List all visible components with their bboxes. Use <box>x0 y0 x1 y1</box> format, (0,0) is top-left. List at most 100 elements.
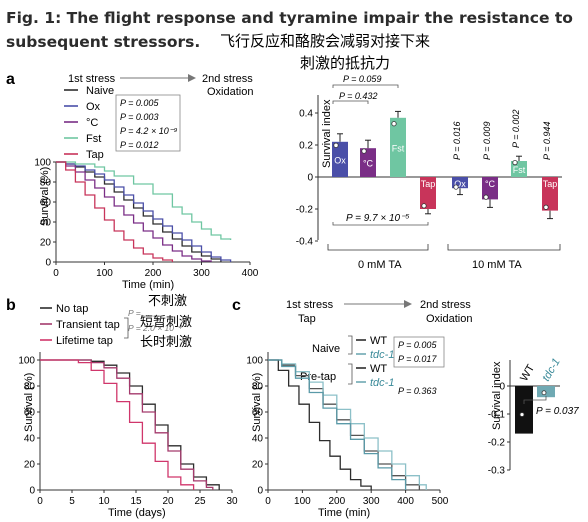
bar-dot-7 <box>543 204 549 210</box>
panel-c-bar-ticks: 0 -0.1 -0.2 -0.3 <box>488 382 510 477</box>
panel-a-ytick-label: 100 <box>34 158 51 169</box>
p-c: P = 0.003 <box>120 112 158 122</box>
panel-c-xtick-label: 400 <box>397 496 414 507</box>
panel-c-p1: P = 0.005 <box>398 340 437 350</box>
bracket-p-059 <box>332 84 399 88</box>
panel-a-ylabel: Survival (%) <box>39 167 51 226</box>
p-fst: P = 4.2 × 10⁻⁹ <box>120 126 177 136</box>
panel-c-tdc2: tdc-1 <box>370 377 394 389</box>
curve-ox <box>56 161 232 262</box>
panel-b-ytick-label: 20 <box>24 460 36 471</box>
panel-b-curve-1 <box>40 359 214 490</box>
stress2-label: 2nd stress <box>202 73 253 85</box>
panel-c-stress1-tap: Tap <box>298 313 316 325</box>
panel-a-bar-ytick-label: -0.4 <box>296 237 314 248</box>
panel-a: a 1st stress 2nd stress Oxidation Naive … <box>6 71 259 291</box>
panel-b-xlabel: Time (days) <box>108 507 166 519</box>
panel-c-xlabel: Time (min) <box>318 507 370 519</box>
panel-c-bar-tdc-label: tdc-1 <box>540 356 563 383</box>
panel-c-bar-0 <box>515 386 533 434</box>
panel-a-ytick-label: 40 <box>40 218 52 229</box>
legend-cn-notap: 不刺激 <box>148 293 187 308</box>
panel-a-xtick-label: 200 <box>145 268 162 279</box>
panel-c-xtick-label: 0 <box>265 496 271 507</box>
bar-10mm-4 <box>452 177 468 189</box>
panel-b-xtick-label: 10 <box>98 496 110 507</box>
panel-a-xtick-label: 300 <box>193 268 210 279</box>
panel-c-p-box <box>393 336 445 368</box>
panel-a-legend: Naive Ox °C Fst Tap P = 0.005 P = 0.003 … <box>64 85 181 161</box>
panel-c-stress2-oxidation: Oxidation <box>426 313 472 325</box>
panel-c-curve-1 <box>268 359 427 490</box>
panel-c-ytick-label: 40 <box>252 434 264 445</box>
panel-c-wt2: WT <box>370 363 387 375</box>
panel-a-ytick-label: 60 <box>40 198 52 209</box>
group-0mm-bracket <box>327 244 429 251</box>
chinese-title-line1: 飞行反应和酪胺会减弱对接下来 <box>220 32 431 50</box>
panel-c-pretap: Pre-tap <box>300 371 336 383</box>
bar-label-7: Tap <box>543 179 558 189</box>
p-vert-2: P = 0.009 <box>482 122 492 160</box>
panel-a-curves <box>56 161 232 262</box>
panel-b-xtick-label: 20 <box>162 496 174 507</box>
panel-c-xtick-label: 200 <box>328 496 345 507</box>
panel-b-ytick-label: 80 <box>24 382 36 393</box>
curve-fst <box>56 161 232 240</box>
panel-c-label: c <box>232 297 241 314</box>
bar-10mm-7 <box>542 177 558 211</box>
panel-b-curve-2 <box>40 359 195 490</box>
panel-b-p2: P = 2.0 × 10⁻⁴ <box>128 323 182 333</box>
bar-label-3: Tap <box>421 179 436 189</box>
stress2-oxidation-label: Oxidation <box>207 86 253 98</box>
legend-naive: Naive <box>86 85 114 97</box>
bar-dot-5 <box>483 194 489 200</box>
bar-label-4: Ox <box>454 179 466 189</box>
panel-c-bar-ylabel: Survival index <box>491 361 503 430</box>
bar-dot-4 <box>453 184 459 190</box>
panel-c-curve-2 <box>268 359 372 490</box>
panel-c-stress1: 1st stress <box>286 299 334 311</box>
panel-c-bar-ytick-label: 0 <box>499 382 505 393</box>
bar-label-0: Ox <box>334 155 346 165</box>
panel-b-xtick-label: 5 <box>69 496 75 507</box>
panel-c-naive-bracket <box>348 335 353 355</box>
panel-b-xtick-label: 30 <box>226 496 238 507</box>
curve-cc <box>56 161 212 262</box>
panel-c-curve-3 <box>268 359 407 490</box>
bar-label-6: Fst <box>513 165 526 175</box>
panel-a-label: a <box>6 71 15 88</box>
panel-a-xtick-label: 400 <box>242 268 259 279</box>
panel-c-bar-ytick-label: -0.1 <box>488 410 506 421</box>
bar-dot-2 <box>391 121 397 127</box>
panel-a-bar-ytick-label: 0 <box>307 173 313 184</box>
panel-c-ytick-label: 0 <box>257 486 263 497</box>
panel-b: b No tap Transient tap Lifetime tap P = … <box>6 293 238 519</box>
p-vert-1: P = 0.016 <box>452 122 462 160</box>
bracket-p-97 <box>332 222 429 226</box>
panel-a-bar-ytick-label: 0.4 <box>299 109 313 120</box>
panel-c-xtick-label: 500 <box>432 496 449 507</box>
panel-c-bar-p: P = 0.037 <box>536 406 579 417</box>
panel-c-bar-ytick-label: -0.2 <box>488 438 506 449</box>
p-vert-4: P = 0.944 <box>542 122 552 160</box>
panel-c-naive: Naive <box>312 343 340 355</box>
panel-a-bar-bars: Ox °C Fst Tap Ox °C Fst Tap <box>332 110 558 220</box>
panel-c-bar-dot-1 <box>541 390 547 396</box>
panel-a-xtick-label: 0 <box>53 268 59 279</box>
panel-c-bar-bracket <box>523 396 547 404</box>
p-ox: P = 0.005 <box>120 98 159 108</box>
bar-0mm-0 <box>332 141 348 177</box>
panel-b-label: b <box>6 297 16 314</box>
legend-c: °C <box>86 117 98 129</box>
legend-notap: No tap <box>56 303 88 315</box>
panel-b-xtick-label: 15 <box>130 496 142 507</box>
bar-10mm-5 <box>482 177 498 200</box>
panel-b-xtick-label: 0 <box>37 496 43 507</box>
panel-b-ylabel: Survival (%) <box>23 373 35 432</box>
panel-c-ytick-label: 60 <box>252 408 264 419</box>
bar-dot-3 <box>421 203 427 209</box>
panel-a-bar-ytick-label: -0.2 <box>296 205 314 216</box>
curve-naive <box>56 161 222 262</box>
panel-a-ytick-label: 0 <box>45 258 51 269</box>
